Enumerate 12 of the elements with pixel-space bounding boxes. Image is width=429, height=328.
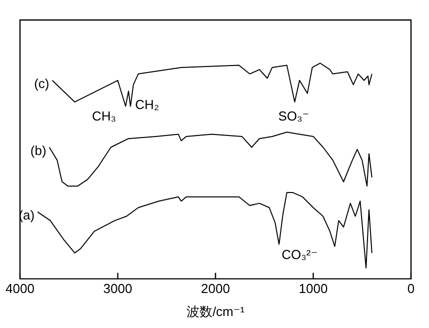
series-label: (c) [34,76,50,91]
x-tick-label: 4000 [6,281,34,296]
x-tick-label: 3000 [103,281,132,296]
annotation: CO₃²⁻ [282,247,318,262]
x-tick-label: 2000 [201,281,230,296]
annotation: CH₂ [135,96,159,112]
annotation: CH₃ [92,108,116,124]
x-tick-label: 1000 [298,281,328,296]
series-label: (b) [30,142,46,158]
annotation: SO₃⁻ [278,108,310,124]
x-axis-title: 波数/cm⁻¹ [186,304,246,319]
x-tick-label: 0 [407,281,415,296]
